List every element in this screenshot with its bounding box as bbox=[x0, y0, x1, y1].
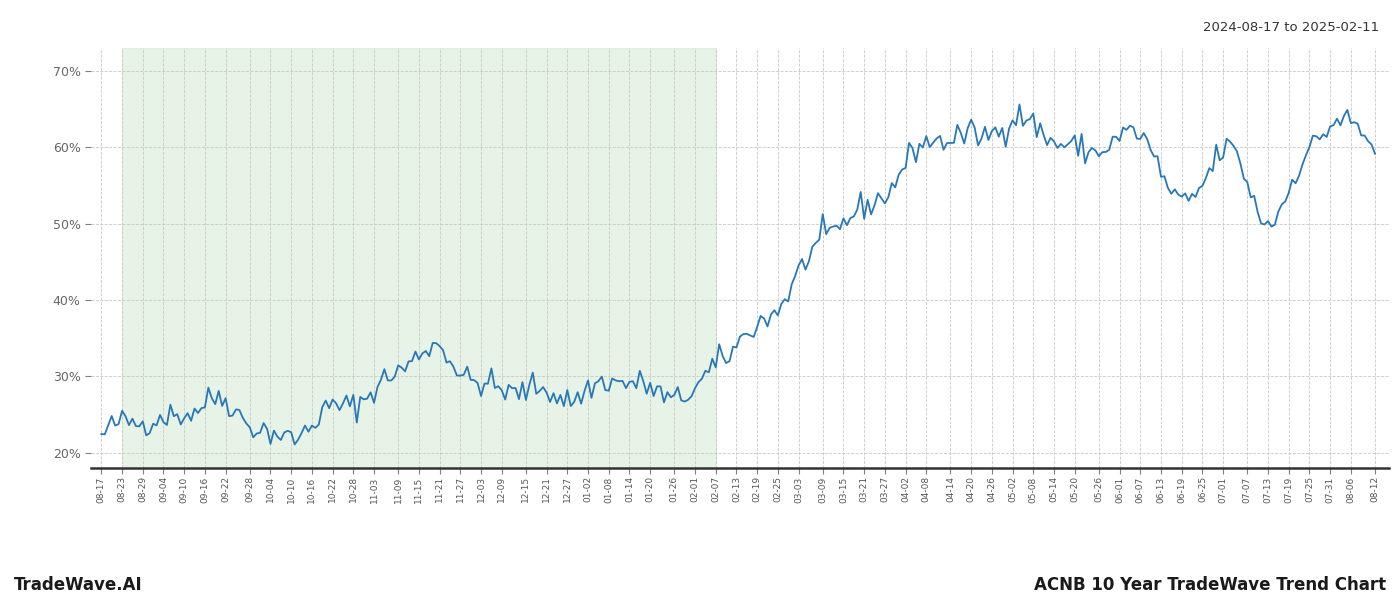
Bar bbox=[122, 48, 715, 468]
Text: ACNB 10 Year TradeWave Trend Chart: ACNB 10 Year TradeWave Trend Chart bbox=[1033, 576, 1386, 594]
Text: TradeWave.AI: TradeWave.AI bbox=[14, 576, 143, 594]
Text: 2024-08-17 to 2025-02-11: 2024-08-17 to 2025-02-11 bbox=[1203, 21, 1379, 34]
